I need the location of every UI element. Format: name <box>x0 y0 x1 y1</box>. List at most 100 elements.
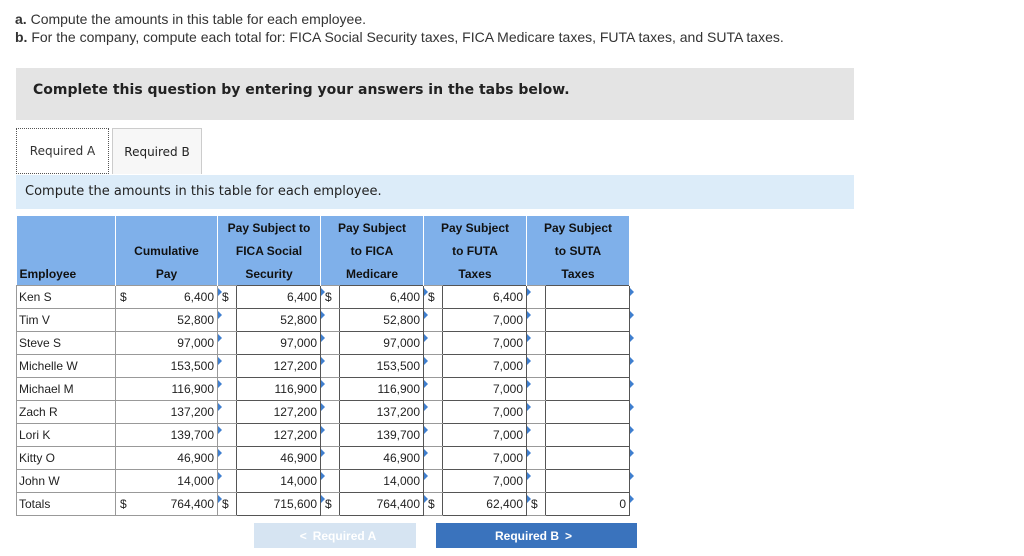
employee-name: Lori K <box>16 423 116 447</box>
table-row: Lori K 139,700 127,200 139,700 7,000 <box>16 423 630 447</box>
table-row: Steve S 97,000 97,000 97,000 7,000 <box>16 331 630 355</box>
header-blank-2 <box>16 239 116 262</box>
med-cell[interactable]: 6,400 <box>339 285 424 309</box>
employee-name: Kitty O <box>16 446 116 470</box>
header-futa-3: Taxes <box>423 262 527 286</box>
header-med-1: Pay Subject <box>320 216 424 239</box>
futa-cell[interactable]: 7,000 <box>442 446 527 470</box>
header-futa-1: Pay Subject <box>423 216 527 239</box>
cum-cell: 6,400 <box>134 285 218 309</box>
futa-cell[interactable]: 7,000 <box>442 423 527 447</box>
futa-cell[interactable]: 7,000 <box>442 354 527 378</box>
header-suta-3: Taxes <box>526 262 630 286</box>
futa-cell[interactable]: 7,000 <box>442 377 527 401</box>
employee-name: Steve S <box>16 331 116 355</box>
suta-cell[interactable] <box>545 423 630 447</box>
futa-cell[interactable]: 7,000 <box>442 400 527 424</box>
cum-cell: 97,000 <box>134 331 218 355</box>
currency-symbol: $ <box>115 492 134 516</box>
table-row: Zach R 137,200 127,200 137,200 7,000 <box>16 400 630 424</box>
section-subheading: Compute the amounts in this table for ea… <box>16 175 854 209</box>
suta-cell[interactable] <box>545 469 630 493</box>
suta-cell[interactable] <box>545 400 630 424</box>
instructions: a. Compute the amounts in this table for… <box>15 10 784 46</box>
ss-cell[interactable]: 46,900 <box>236 446 321 470</box>
cum-cell: 137,200 <box>134 400 218 424</box>
header-futa-2: to FUTA <box>423 239 527 262</box>
futa-cell[interactable]: 7,000 <box>442 469 527 493</box>
currency-symbol <box>115 354 134 378</box>
cum-cell: 764,400 <box>134 492 218 516</box>
header-suta-2: to SUTA <box>526 239 630 262</box>
cum-cell: 52,800 <box>134 308 218 332</box>
ss-cell[interactable]: 116,900 <box>236 377 321 401</box>
suta-cell[interactable] <box>545 446 630 470</box>
currency-symbol <box>115 308 134 332</box>
futa-cell[interactable]: 7,000 <box>442 331 527 355</box>
futa-cell[interactable]: 6,400 <box>442 285 527 309</box>
tab-required-a[interactable]: Required A <box>16 128 109 174</box>
employee-name: Michelle W <box>16 354 116 378</box>
med-cell[interactable]: 52,800 <box>339 308 424 332</box>
employee-name: Ken S <box>16 285 116 309</box>
med-cell[interactable]: 97,000 <box>339 331 424 355</box>
header-med-3: Medicare <box>320 262 424 286</box>
suta-cell[interactable] <box>545 285 630 309</box>
ss-cell[interactable]: 127,200 <box>236 354 321 378</box>
header-ss-1: Pay Subject to <box>217 216 321 239</box>
table-row: Tim V 52,800 52,800 52,800 7,000 <box>16 308 630 332</box>
totals-row: Totals $764,400 $715,600 $764,400 $62,400 $0 <box>16 492 630 516</box>
header-med-2: to FICA <box>320 239 424 262</box>
ss-cell[interactable]: 6,400 <box>236 285 321 309</box>
med-cell[interactable]: 137,200 <box>339 400 424 424</box>
suta-cell[interactable]: 0 <box>545 492 630 516</box>
instruction-a: a. Compute the amounts in this table for… <box>15 11 366 27</box>
med-cell[interactable]: 14,000 <box>339 469 424 493</box>
employee-pay-table: Pay Subject to Pay Subject Pay Subject P… <box>16 216 630 516</box>
suta-cell[interactable] <box>545 377 630 401</box>
ss-cell[interactable]: 715,600 <box>236 492 321 516</box>
suta-cell[interactable] <box>545 354 630 378</box>
header-ss-2: FICA Social <box>217 239 321 262</box>
tab-required-b[interactable]: Required B <box>112 128 202 174</box>
employee-name: Totals <box>16 492 116 516</box>
ss-cell[interactable]: 14,000 <box>236 469 321 493</box>
question-banner: Complete this question by entering your … <box>16 68 854 120</box>
currency-symbol: $ <box>115 285 134 309</box>
header-cum-2: Pay <box>115 262 218 286</box>
cum-cell: 116,900 <box>134 377 218 401</box>
ss-cell[interactable]: 52,800 <box>236 308 321 332</box>
prev-required-a-button[interactable]: < Required A <box>254 523 416 548</box>
suta-cell[interactable] <box>545 331 630 355</box>
currency-symbol <box>115 400 134 424</box>
chevron-right-icon: > <box>565 528 573 543</box>
currency-symbol <box>115 331 134 355</box>
header-ss-3: Security <box>217 262 321 286</box>
header-blank <box>16 216 116 239</box>
med-cell[interactable]: 153,500 <box>339 354 424 378</box>
table-row: Ken S $6,400 $6,400 $6,400 $6,400 <box>16 285 630 309</box>
futa-cell[interactable]: 62,400 <box>442 492 527 516</box>
suta-cell[interactable] <box>545 308 630 332</box>
table-row: Michael M 116,900 116,900 116,900 7,000 <box>16 377 630 401</box>
ss-cell[interactable]: 97,000 <box>236 331 321 355</box>
next-required-b-button[interactable]: Required B > <box>436 523 637 548</box>
instruction-b: b. For the company, compute each total f… <box>15 29 784 45</box>
cum-cell: 153,500 <box>134 354 218 378</box>
med-cell[interactable]: 46,900 <box>339 446 424 470</box>
ss-cell[interactable]: 127,200 <box>236 400 321 424</box>
cum-cell: 139,700 <box>134 423 218 447</box>
ss-cell[interactable]: 127,200 <box>236 423 321 447</box>
employee-name: John W <box>16 469 116 493</box>
med-cell[interactable]: 116,900 <box>339 377 424 401</box>
futa-cell[interactable]: 7,000 <box>442 308 527 332</box>
med-cell[interactable]: 139,700 <box>339 423 424 447</box>
table-row: John W 14,000 14,000 14,000 7,000 <box>16 469 630 493</box>
table-row: Michelle W 153,500 127,200 153,500 7,000 <box>16 354 630 378</box>
table-row: Kitty O 46,900 46,900 46,900 7,000 <box>16 446 630 470</box>
currency-symbol <box>115 469 134 493</box>
med-cell[interactable]: 764,400 <box>339 492 424 516</box>
currency-symbol <box>115 377 134 401</box>
header-cum-blank <box>115 216 218 239</box>
banner-text: Complete this question by entering your … <box>33 82 570 98</box>
